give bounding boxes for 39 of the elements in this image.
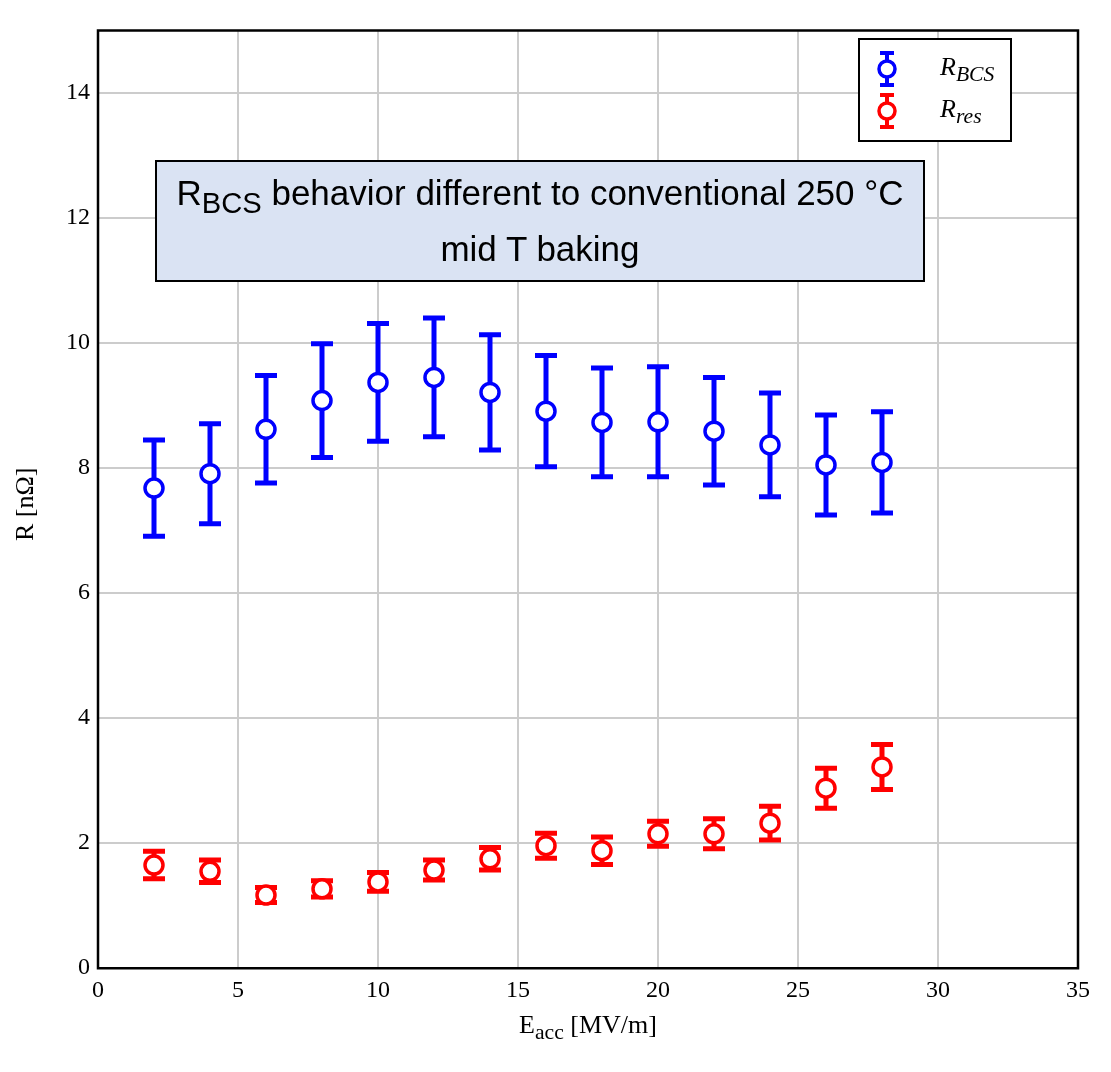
point bbox=[591, 411, 613, 434]
point bbox=[423, 366, 445, 389]
y-tick-label: 8 bbox=[78, 453, 90, 480]
point bbox=[815, 777, 837, 799]
point bbox=[311, 389, 333, 412]
x-tick-label: 25 bbox=[786, 975, 810, 1002]
point bbox=[871, 756, 893, 778]
point bbox=[871, 451, 893, 474]
point bbox=[703, 823, 725, 845]
y-tick-label: 10 bbox=[66, 328, 90, 355]
point bbox=[199, 462, 221, 485]
x-tick-label: 5 bbox=[232, 975, 244, 1002]
x-tick-label: 15 bbox=[506, 975, 530, 1002]
y-tick-label: 0 bbox=[78, 953, 90, 980]
point bbox=[143, 854, 165, 876]
point bbox=[535, 400, 557, 422]
point bbox=[647, 411, 669, 433]
y-tick-label: 2 bbox=[78, 828, 90, 855]
x-tick-label: 35 bbox=[1066, 975, 1090, 1002]
x-tick-label: 20 bbox=[646, 975, 670, 1002]
legend-label: R$_{res}$ bbox=[940, 93, 982, 129]
y-tick-label: 4 bbox=[78, 703, 90, 730]
x-tick-label: 30 bbox=[926, 975, 950, 1002]
point bbox=[479, 381, 501, 404]
y-axis-title: R [nΩ] bbox=[10, 467, 40, 542]
point bbox=[703, 420, 725, 442]
y-tick-label: 14 bbox=[66, 78, 90, 105]
point bbox=[367, 371, 389, 394]
point bbox=[815, 454, 837, 476]
x-axis-title: E$_{acc}$ [MV/m] bbox=[519, 1010, 657, 1045]
point bbox=[759, 812, 781, 834]
x-tick-label: 10 bbox=[366, 975, 390, 1002]
point bbox=[759, 434, 781, 456]
y-tick-label: 12 bbox=[66, 203, 90, 230]
annotation: R$_{BCS}$ behavior different to conventional 250 °C mid T baking bbox=[176, 173, 904, 269]
legend-label: R$_{BCS}$ bbox=[940, 51, 995, 87]
y-tick-label: 6 bbox=[78, 578, 90, 605]
point bbox=[255, 418, 277, 441]
point bbox=[143, 477, 165, 499]
